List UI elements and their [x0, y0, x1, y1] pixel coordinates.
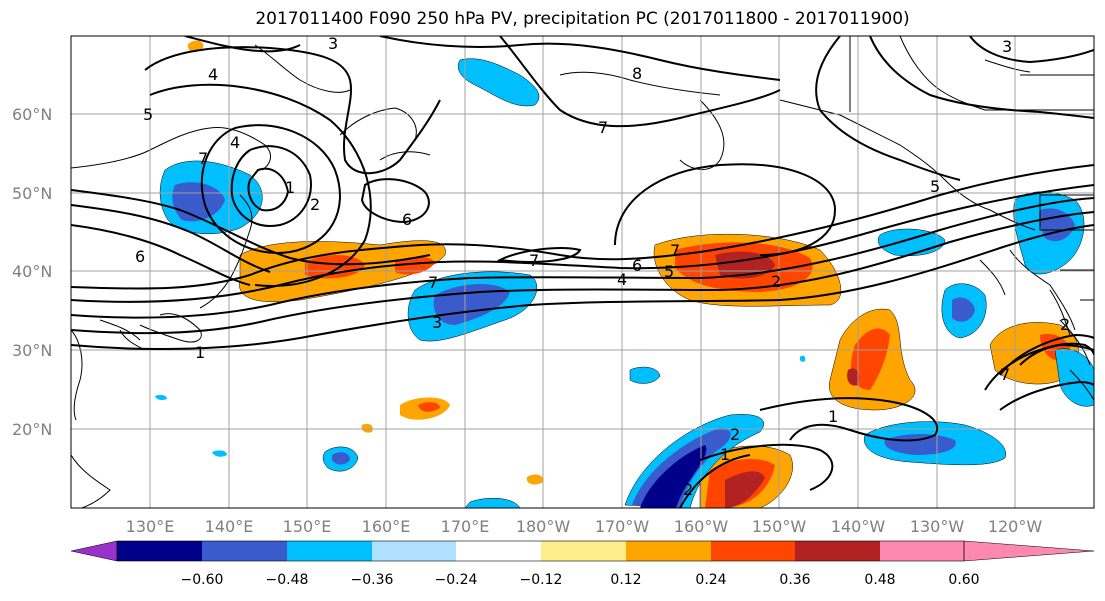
lon-label: 160°W [674, 517, 729, 536]
colorbar: −0.60 −0.48 −0.36 −0.24 −0.12 0.12 0.24 … [71, 541, 1094, 588]
contour-label: 3 [328, 34, 338, 53]
contour-label: 7 [598, 118, 608, 137]
colorbar-tick-label: −0.60 [181, 572, 224, 588]
contour-label: 8 [632, 64, 642, 83]
colorbar-tick-label: −0.36 [351, 572, 394, 588]
contour-label: 4 [208, 65, 218, 84]
colorbar-segment [795, 541, 880, 561]
contour-label: 1 [720, 445, 730, 464]
lon-label: 170°E [441, 517, 490, 536]
colorbar-tick-label: −0.24 [435, 572, 478, 588]
lon-label: 170°W [595, 517, 650, 536]
colorbar-segment [626, 541, 711, 561]
lon-label: 140°E [205, 517, 254, 536]
contour-label: 1 [828, 407, 838, 426]
colorbar-segment [117, 541, 202, 561]
colorbar-extend-high [964, 541, 1094, 561]
contour-label: 7 [670, 241, 680, 260]
contour-label: 1 [285, 178, 295, 197]
contour-label: 2 [310, 195, 320, 214]
contour-label: 2 [683, 480, 693, 499]
contour-label: 7 [428, 273, 438, 292]
lon-label: 150°W [752, 517, 807, 536]
colorbar-segment [372, 541, 456, 561]
colorbar-segment [711, 541, 795, 561]
colorbar-extend-low [71, 541, 117, 561]
colorbar-tick-label: −0.48 [266, 572, 309, 588]
colorbar-tick-label: 0.48 [864, 572, 895, 588]
colorbar-tick-label: 0.60 [948, 572, 979, 588]
contour-label: 3 [1002, 37, 1012, 56]
lon-label: 180°W [516, 517, 571, 536]
colorbar-segment [541, 541, 626, 561]
colorbar-segment [202, 541, 287, 561]
lat-label: 60°N [12, 105, 52, 124]
contour-label: 6 [632, 256, 642, 275]
colorbar-segment [880, 541, 964, 561]
lon-label: 160°E [362, 517, 411, 536]
colorbar-tick-label: 0.24 [695, 572, 726, 588]
colorbar-tick-label: 0.36 [779, 572, 810, 588]
lon-label: 130°W [910, 517, 965, 536]
lat-label: 30°N [12, 341, 52, 360]
contour-label: 2 [730, 425, 740, 444]
colorbar-segment [456, 541, 541, 561]
contour-label: 4 [230, 133, 240, 152]
contour-label: 7 [1000, 365, 1010, 384]
colorbar-segment [287, 541, 372, 561]
lat-label: 20°N [12, 420, 52, 439]
colorbar-ticks: −0.60 −0.48 −0.36 −0.24 −0.12 0.12 0.24 … [181, 572, 980, 588]
map-figure: 3 4 5 4 7 1 2 6 6 7 7 3 1 7 6 4 5 2 8 7 … [0, 0, 1105, 601]
contour-label: 6 [135, 247, 145, 266]
contour-label: 7 [529, 251, 539, 270]
longitude-labels: 130°E 140°E 150°E 160°E 170°E 180°W 170°… [126, 517, 1043, 536]
colorbar-tick-label: −0.12 [520, 572, 563, 588]
contour-label: 1 [195, 343, 205, 362]
contour-label: 5 [143, 105, 153, 124]
lat-label: 40°N [12, 262, 52, 281]
contour-label: 2 [1060, 315, 1070, 334]
contour-label: 2 [771, 272, 781, 291]
contour-label: 3 [432, 313, 442, 332]
contour-label: 5 [664, 262, 674, 281]
lon-label: 120°W [988, 517, 1043, 536]
latitude-labels: 60°N 50°N 40°N 30°N 20°N [12, 105, 52, 439]
lat-label: 50°N [12, 184, 52, 203]
contour-label: 7 [198, 149, 208, 168]
lon-label: 130°E [126, 517, 175, 536]
contour-label: 5 [930, 177, 940, 196]
contour-label: 4 [617, 270, 627, 289]
lon-label: 140°W [831, 517, 886, 536]
colorbar-tick-label: 0.12 [610, 572, 641, 588]
contour-label: 6 [402, 210, 412, 229]
lon-label: 150°E [283, 517, 332, 536]
